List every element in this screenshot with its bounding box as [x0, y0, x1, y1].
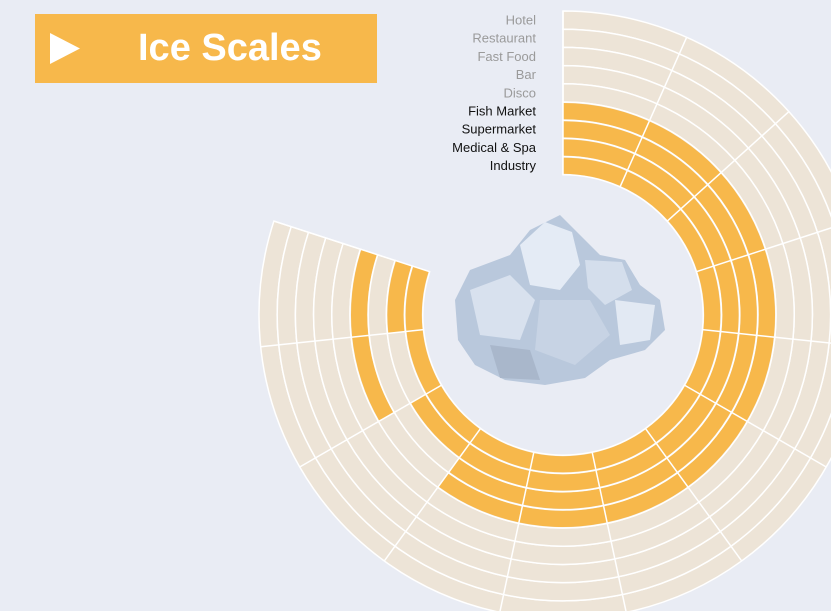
- page: Ice Scales Hotel Restaurant Fast Food Bar Di…: [0, 0, 831, 611]
- ring-label: Fast Food: [477, 49, 536, 64]
- ring-label: Bar: [516, 67, 537, 82]
- ring-label: Disco: [503, 85, 536, 100]
- title: Ice Scales: [138, 27, 322, 69]
- ring-label: Supermarket: [462, 122, 537, 137]
- ring-label: Hotel: [506, 13, 536, 28]
- ring-label: Medical & Spa: [452, 140, 537, 155]
- ring-label: Industry: [490, 158, 537, 173]
- ring-label: Fish Market: [468, 104, 536, 119]
- ring-label: Restaurant: [472, 31, 536, 46]
